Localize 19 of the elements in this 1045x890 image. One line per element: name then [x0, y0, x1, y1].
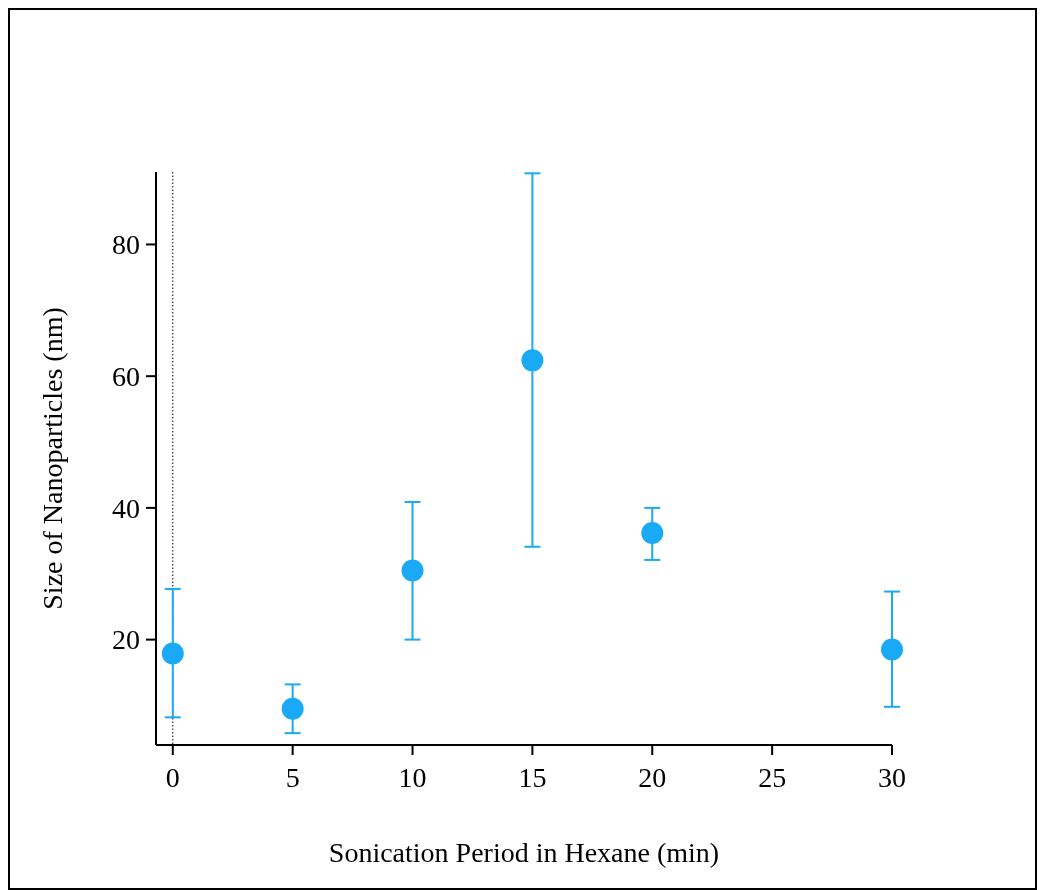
x-tick-label: 5 [285, 762, 300, 793]
y-axis-title: Size of Nanoparticles (nm) [37, 307, 68, 610]
point [281, 697, 304, 720]
point [401, 559, 424, 582]
x-tick-label: 10 [398, 762, 427, 793]
point [161, 642, 184, 665]
y-tick-label: 20 [112, 624, 140, 656]
y-tick-label: 40 [112, 492, 140, 524]
point [641, 521, 664, 544]
x-tick-label: 0 [165, 762, 180, 793]
point [521, 349, 544, 372]
x-tick-label: 25 [758, 762, 787, 793]
x-axis-title: Sonication Period in Hexane (min) [328, 837, 720, 868]
x-tick-label: 15 [518, 762, 547, 793]
y-tick-label: 80 [112, 229, 140, 261]
x-tick-label: 20 [638, 762, 667, 793]
y-tick-label: 60 [112, 360, 140, 392]
point [881, 638, 903, 661]
x-tick-label: 30 [878, 762, 906, 793]
